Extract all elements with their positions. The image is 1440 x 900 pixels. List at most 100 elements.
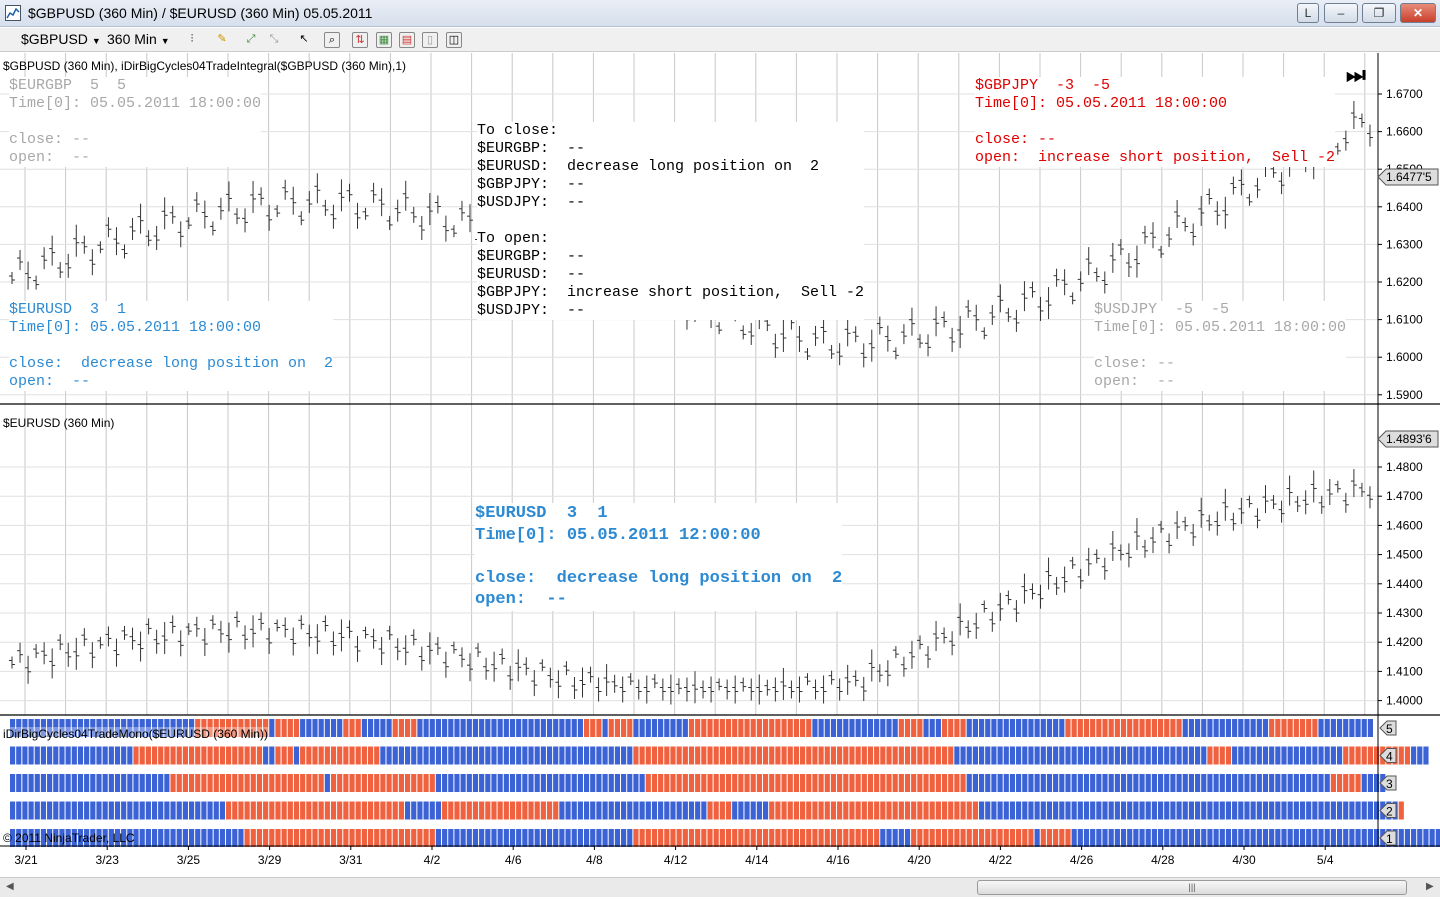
zoom-in-icon[interactable]: ⤢ bbox=[246, 33, 256, 45]
mono-cell bbox=[448, 829, 454, 847]
y-tick-label: 1.6700 bbox=[1386, 87, 1423, 101]
mono-cell bbox=[898, 774, 904, 792]
mono-cell bbox=[633, 801, 639, 820]
mono-cell bbox=[405, 746, 411, 765]
mono-cell bbox=[793, 829, 800, 847]
mono-cell bbox=[343, 801, 349, 820]
y-tick-label: 1.6600 bbox=[1386, 125, 1423, 139]
mono-cell bbox=[874, 719, 880, 737]
mono-cell bbox=[1367, 746, 1373, 765]
mono-cell bbox=[1275, 829, 1281, 847]
mono-cell bbox=[756, 801, 762, 820]
mono-cell bbox=[509, 774, 516, 792]
minimize-button[interactable]: ‒ bbox=[1324, 3, 1358, 23]
mono-cell bbox=[466, 801, 472, 820]
mono-cell bbox=[1009, 719, 1016, 737]
mono-cell bbox=[960, 719, 966, 737]
mono-cell bbox=[676, 774, 682, 792]
mono-cell bbox=[1207, 801, 1213, 820]
strategy-icon[interactable]: ⇅ bbox=[352, 32, 368, 48]
mono-cell bbox=[1201, 829, 1207, 847]
mono-cell bbox=[158, 719, 164, 737]
zoom-out-icon[interactable]: ⤡ bbox=[269, 33, 279, 45]
row-label: 2 bbox=[1386, 805, 1393, 819]
mono-cell bbox=[232, 829, 238, 847]
mono-cell bbox=[1053, 746, 1059, 765]
mono-cell bbox=[318, 774, 324, 792]
mono-cell bbox=[491, 719, 497, 737]
mono-cell bbox=[1065, 774, 1071, 792]
horizontal-scrollbar[interactable]: ◀ ||| ▶ bbox=[0, 877, 1440, 897]
mono-cell bbox=[1207, 774, 1213, 792]
mono-cell bbox=[559, 719, 565, 737]
mono-cell bbox=[1367, 829, 1373, 847]
properties-icon[interactable]: ▯ bbox=[422, 32, 438, 48]
mono-cell bbox=[1003, 801, 1009, 820]
skip-to-end-icon[interactable]: ⏭ bbox=[1346, 62, 1366, 87]
row-label-box bbox=[1379, 803, 1397, 818]
mono-cell bbox=[645, 774, 651, 792]
indicator-icon[interactable]: ▦ bbox=[376, 32, 392, 48]
mono-cell bbox=[670, 774, 676, 792]
mono-cell bbox=[312, 746, 318, 765]
mono-cell bbox=[281, 746, 287, 765]
scroll-right-icon[interactable]: ▶ bbox=[1426, 881, 1434, 892]
mono-cell bbox=[1016, 829, 1022, 847]
mono-cell bbox=[1275, 719, 1281, 737]
mono-cell bbox=[688, 774, 695, 792]
mono-cell bbox=[460, 801, 466, 820]
mono-cell bbox=[935, 719, 941, 737]
mono-cell bbox=[614, 746, 621, 765]
mono-cell bbox=[1046, 774, 1053, 792]
mono-cell bbox=[843, 829, 849, 847]
mono-cell bbox=[1114, 829, 1120, 847]
mono-cell bbox=[688, 801, 695, 820]
mono-indicator-cells bbox=[10, 719, 1440, 847]
mono-cell bbox=[448, 746, 454, 765]
instrument-selector[interactable]: $GBPUSD ▼ bbox=[21, 31, 101, 47]
chart-icon[interactable]: ▤ bbox=[399, 32, 415, 48]
mono-cell bbox=[1318, 801, 1324, 820]
close-button[interactable]: ✕ bbox=[1400, 3, 1436, 23]
mono-cell bbox=[1250, 801, 1256, 820]
mono-cell bbox=[151, 801, 158, 820]
mono-cell bbox=[1201, 746, 1207, 765]
y-tick-label: 1.6000 bbox=[1386, 350, 1423, 364]
data-box-icon[interactable]: ◫ bbox=[446, 32, 462, 48]
chart-area[interactable]: 1.67001.66001.65001.64001.63001.62001.61… bbox=[0, 53, 1440, 875]
mono-cell bbox=[1071, 829, 1077, 847]
mono-cell bbox=[1299, 719, 1306, 737]
mono-cell bbox=[1188, 801, 1195, 820]
mono-cell bbox=[151, 774, 158, 792]
mono-cell bbox=[1343, 774, 1349, 792]
mono-cell bbox=[997, 801, 1003, 820]
magnifier-icon[interactable]: ⌕ bbox=[324, 32, 340, 48]
mono-cell bbox=[238, 746, 244, 765]
pencil-icon[interactable]: ✎ bbox=[217, 33, 227, 45]
mono-cell bbox=[472, 746, 479, 765]
scroll-left-icon[interactable]: ◀ bbox=[6, 881, 14, 892]
mono-cell bbox=[1040, 774, 1046, 792]
pointer-icon[interactable]: ↖ bbox=[299, 33, 309, 45]
mono-cell bbox=[1404, 746, 1411, 765]
mono-cell bbox=[139, 774, 145, 792]
mono-cell bbox=[10, 719, 16, 737]
chart-canvas[interactable]: 1.67001.66001.65001.64001.63001.62001.61… bbox=[0, 53, 1440, 875]
link-button[interactable]: L bbox=[1297, 3, 1319, 23]
mono-cell bbox=[1182, 774, 1188, 792]
mono-cell bbox=[1318, 719, 1324, 737]
scroll-thumb[interactable]: ||| bbox=[977, 880, 1407, 895]
gbpjpy-info: $GBPJPY -3 -5 Time[0]: 05.05.2011 18:00:… bbox=[975, 77, 1336, 167]
mono-cell bbox=[40, 719, 47, 737]
maximize-button[interactable]: ❐ bbox=[1362, 3, 1396, 23]
bar-style-icon[interactable]: ⫶ bbox=[190, 33, 194, 45]
mono-cell bbox=[762, 774, 769, 792]
mono-cell bbox=[1157, 774, 1164, 792]
mono-cell bbox=[213, 719, 219, 737]
mono-cell bbox=[1071, 774, 1077, 792]
mono-cell bbox=[1028, 829, 1034, 847]
mono-cell bbox=[874, 801, 880, 820]
interval-selector[interactable]: 360 Min ▼ bbox=[107, 31, 170, 47]
mono-cell bbox=[300, 719, 306, 737]
mono-cell bbox=[917, 719, 923, 737]
